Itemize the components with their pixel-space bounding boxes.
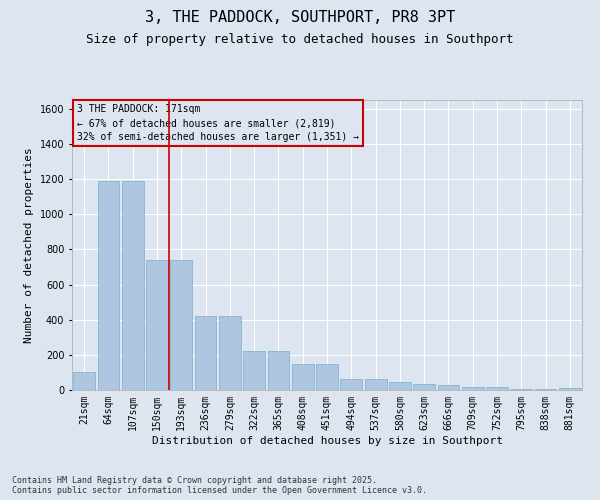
Bar (97, 181, 119, 390)
Bar (511, 388, 532, 390)
Y-axis label: Number of detached properties: Number of detached properties (24, 147, 34, 343)
Bar (170, 260, 192, 390)
Text: Contains HM Land Registry data © Crown copyright and database right 2025.
Contai: Contains HM Land Registry data © Crown c… (12, 476, 427, 495)
Text: 3, THE PADDOCK, SOUTHPORT, PR8 3PT: 3, THE PADDOCK, SOUTHPORT, PR8 3PT (145, 10, 455, 25)
Bar (194, 316, 217, 390)
Text: 3 THE PADDOCK: 171sqm
← 67% of detached houses are smaller (2,819)
32% of semi-d: 3 THE PADDOCK: 171sqm ← 67% of detached … (77, 104, 359, 142)
Bar (73, 372, 95, 390)
Text: Size of property relative to detached houses in Southport: Size of property relative to detached ho… (86, 32, 514, 46)
Bar (559, 388, 581, 390)
Bar (219, 316, 241, 390)
X-axis label: Distribution of detached houses by size in Southport: Distribution of detached houses by size … (151, 436, 503, 446)
Bar (243, 352, 265, 390)
Bar (462, 387, 484, 390)
Bar (146, 260, 168, 390)
Bar (389, 382, 411, 390)
Bar (437, 384, 460, 390)
Bar (316, 364, 338, 390)
Bar (535, 388, 556, 390)
Bar (268, 352, 289, 390)
Bar (365, 378, 386, 390)
Bar (122, 181, 143, 390)
Bar (292, 364, 314, 390)
Bar (413, 384, 435, 390)
Bar (486, 387, 508, 390)
Bar (340, 378, 362, 390)
